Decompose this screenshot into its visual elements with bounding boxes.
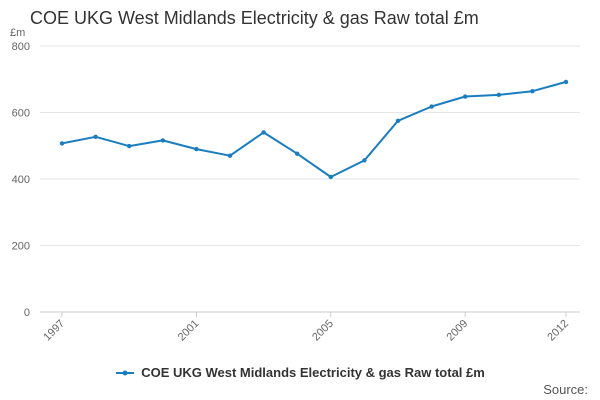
data-point[interactable] bbox=[429, 104, 434, 109]
x-tick-label: 1997 bbox=[41, 318, 67, 344]
data-point[interactable] bbox=[127, 143, 132, 149]
data-point[interactable] bbox=[59, 141, 65, 146]
data-point[interactable] bbox=[496, 92, 501, 98]
x-tick-label: 2001 bbox=[176, 318, 202, 344]
data-point[interactable] bbox=[328, 174, 333, 180]
source-label: Source: bbox=[543, 382, 588, 397]
x-tick-label: 2009 bbox=[445, 318, 471, 344]
series-line bbox=[61, 80, 567, 178]
data-point[interactable] bbox=[160, 138, 165, 143]
data-point[interactable] bbox=[227, 153, 233, 158]
data-point[interactable] bbox=[362, 158, 367, 163]
x-tick-label: 2005 bbox=[310, 318, 336, 344]
data-point[interactable] bbox=[530, 89, 535, 94]
legend-swatch-icon bbox=[116, 370, 135, 375]
y-tick-label: 400 bbox=[12, 174, 30, 186]
data-point[interactable] bbox=[563, 79, 569, 85]
y-unit-label: £m bbox=[10, 27, 25, 39]
chart-title: COE UKG West Midlands Electricity & gas … bbox=[30, 8, 479, 28]
y-tick-label: 600 bbox=[12, 108, 30, 120]
x-tick-label: 2012 bbox=[545, 318, 571, 344]
data-point[interactable] bbox=[93, 134, 98, 139]
y-tick-label: 800 bbox=[12, 41, 30, 53]
y-tick-label: 0 bbox=[24, 307, 30, 319]
y-tick-label: 200 bbox=[12, 241, 30, 253]
data-point[interactable] bbox=[194, 146, 199, 152]
data-point[interactable] bbox=[463, 94, 468, 99]
legend-label: COE UKG West Midlands Electricity & gas … bbox=[141, 365, 485, 380]
data-point[interactable] bbox=[261, 130, 266, 135]
legend[interactable]: COE UKG West Midlands Electricity & gas … bbox=[0, 365, 600, 380]
data-point[interactable] bbox=[295, 151, 300, 156]
data-point[interactable] bbox=[395, 118, 401, 124]
